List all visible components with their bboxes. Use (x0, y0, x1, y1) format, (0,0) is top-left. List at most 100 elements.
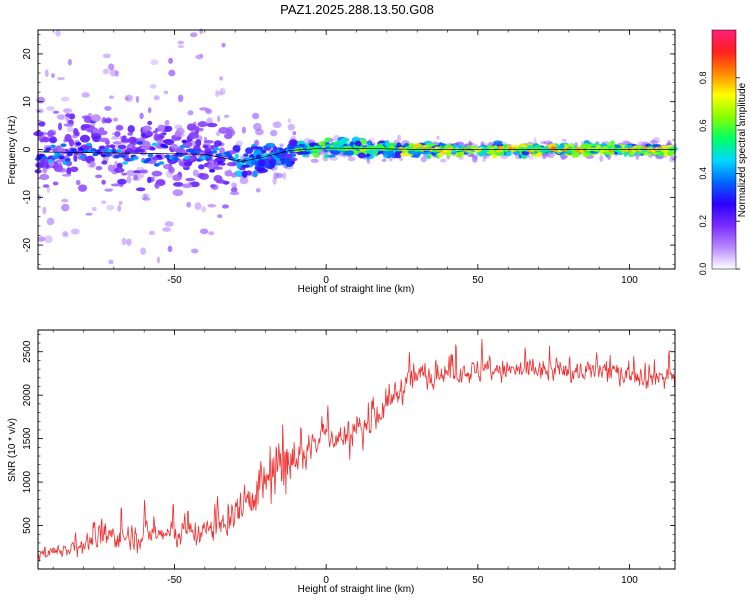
heatmap-cell (63, 123, 74, 127)
heatmap-cell (133, 174, 139, 181)
heatmap-cell (172, 174, 182, 182)
heatmap-cell (57, 122, 63, 131)
heatmap-cell (115, 70, 120, 77)
heatmap-cell (60, 143, 67, 147)
snr-x-ticks: -50 0 50 100 (52, 330, 661, 586)
heatmap-cell (62, 161, 69, 165)
x-tick-label: 0 (323, 275, 329, 286)
colorbar-tick-label: 0.6 (698, 119, 708, 132)
heatmap-cell (117, 144, 127, 150)
heatmap-cell (104, 188, 113, 192)
heatmap-cell (197, 121, 208, 128)
heatmap-cell (284, 157, 291, 165)
spectrogram-y-ticks: -20 -10 0 10 20 (22, 34, 675, 265)
colorbar-tick-label: 0.4 (698, 167, 708, 180)
heatmap-cell (63, 108, 72, 114)
heatmap-cell (125, 94, 133, 102)
heatmap-cell (280, 157, 286, 165)
heatmap-cell (213, 140, 222, 147)
heatmap-cell (396, 142, 402, 148)
heatmap-cell (91, 114, 101, 122)
heatmap-cell (243, 153, 249, 157)
heatmap-cell (57, 76, 65, 81)
heatmap-cell (139, 169, 148, 174)
heatmap-cell (181, 183, 193, 189)
heatmap-cell (79, 155, 86, 159)
heatmap-cell (104, 105, 112, 111)
heatmap-cell (83, 116, 92, 123)
heatmap-cell (71, 148, 78, 152)
heatmap-cell (62, 231, 69, 236)
heatmap-cell (226, 162, 237, 167)
heatmap-cell (347, 156, 356, 162)
heatmap-cell (194, 202, 202, 210)
heatmap-cell (385, 142, 391, 147)
heatmap-cell (150, 59, 159, 66)
heatmap-cell (224, 170, 233, 177)
heatmap-cell (139, 112, 144, 120)
heatmap-cell (135, 187, 146, 192)
heatmap-cell (468, 142, 474, 146)
heatmap-cell (420, 156, 427, 163)
x-tick-label: -50 (167, 575, 182, 586)
heatmap-cell (136, 173, 145, 179)
heatmap-cell (67, 58, 72, 66)
heatmap-cell (186, 123, 197, 131)
heatmap-cell (132, 156, 139, 160)
heatmap-cell (121, 135, 127, 140)
heatmap-cell (188, 132, 199, 140)
heatmap-cell (121, 237, 127, 246)
y-tick-label: 10 (22, 96, 33, 108)
heatmap-cell (79, 134, 91, 143)
heatmap-cell (69, 166, 79, 173)
heatmap-cell (105, 153, 112, 157)
heatmap-cell (199, 107, 209, 111)
heatmap-cell (73, 153, 78, 162)
heatmap-cell (272, 145, 278, 153)
heatmap-cell (177, 44, 185, 49)
heatmap-cell (168, 69, 176, 77)
heatmap-cell (136, 141, 143, 145)
spectrogram-panel: -50 0 50 100 -20 -10 0 10 20 Height of straight… (7, 28, 679, 295)
heatmap-cell (154, 182, 160, 189)
heatmap-cell (173, 157, 179, 161)
heatmap-cell (183, 156, 190, 160)
x-tick-label: 100 (621, 275, 638, 286)
heatmap-cell (288, 139, 298, 147)
heatmap-cell (45, 147, 52, 151)
heatmap-cell (272, 121, 282, 129)
heatmap-cell (541, 155, 547, 160)
heatmap-cell (101, 160, 108, 165)
heatmap-cell (212, 166, 224, 170)
heatmap-cell (194, 150, 201, 154)
heatmap-cell (440, 158, 447, 163)
heatmap-cell (194, 125, 200, 133)
heatmap-cell (343, 150, 355, 156)
heatmap-cell (147, 107, 152, 114)
trace-line (38, 147, 675, 162)
heatmap-cell (258, 159, 266, 167)
heatmap-cell (51, 73, 55, 78)
heatmap-cell (231, 182, 237, 188)
heatmap-cell (102, 53, 112, 58)
heatmap-cell (77, 147, 84, 151)
y-tick-label: 1500 (22, 427, 33, 450)
heatmap-cell (120, 138, 130, 143)
heatmap-cell (252, 170, 258, 178)
heatmap-cell (201, 206, 207, 213)
heatmap-cell (216, 214, 223, 219)
colorbar-gradient (711, 29, 737, 270)
heatmap-cell (70, 228, 80, 235)
heatmap-cell (426, 154, 431, 160)
heatmap-cell (114, 167, 125, 173)
heatmap-cell (42, 206, 47, 215)
heatmap-cell (202, 144, 209, 149)
heatmap-cell (41, 155, 48, 160)
heatmap-cell (181, 139, 188, 144)
heatmap-cell (47, 159, 54, 163)
heatmap-cell (540, 141, 547, 145)
heatmap-cell (533, 137, 537, 146)
heatmap-cell (143, 193, 150, 199)
heatmap-cell (187, 110, 194, 116)
heatmap-cell (110, 183, 121, 187)
